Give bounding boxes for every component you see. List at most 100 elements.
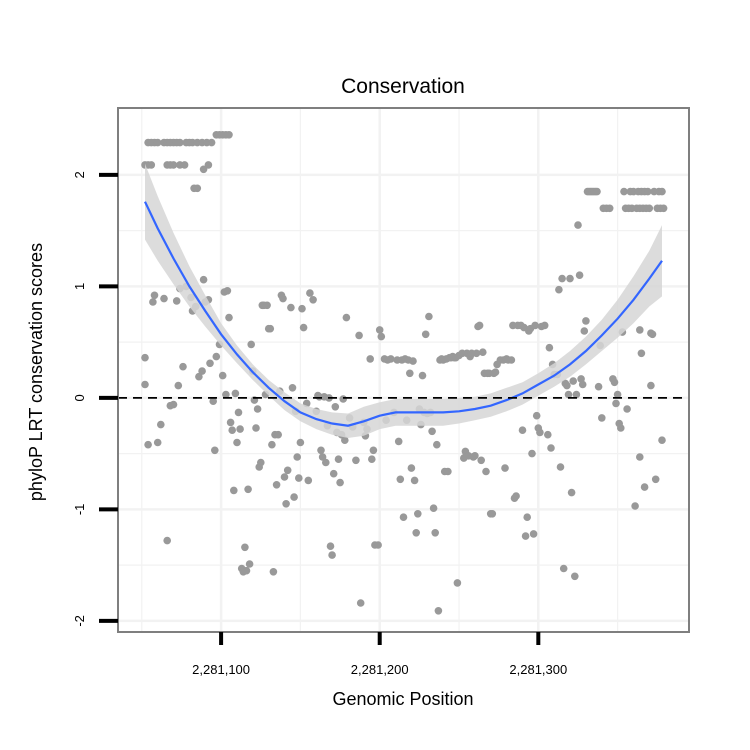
data-point	[342, 313, 351, 322]
data-point	[453, 579, 462, 587]
data-point	[223, 287, 232, 295]
data-point	[195, 372, 203, 381]
data-point	[304, 476, 313, 485]
data-point	[472, 349, 481, 358]
data-point	[290, 493, 298, 501]
data-point	[206, 359, 214, 368]
data-point	[218, 371, 227, 380]
data-point	[247, 340, 255, 349]
data-point	[612, 399, 620, 408]
data-point	[179, 362, 187, 371]
data-point	[507, 356, 516, 364]
data-point	[366, 355, 375, 363]
data-point	[598, 414, 606, 422]
data-point	[429, 504, 438, 512]
y-tick-label: -1	[72, 504, 87, 516]
plot-panel: 2,281,100 2,281,200 2,281,300 -2 -1 0 1 2	[72, 107, 690, 677]
data-point	[317, 446, 325, 455]
data-point	[328, 551, 336, 559]
data-point	[559, 564, 568, 573]
data-point	[659, 204, 668, 213]
data-point	[172, 297, 181, 305]
data-point	[198, 367, 206, 375]
data-point	[409, 357, 417, 365]
y-tick-label: 0	[72, 394, 87, 401]
chart-title: Conservation	[341, 75, 465, 98]
data-point	[636, 453, 644, 461]
smooth-trend-line	[144, 201, 663, 427]
data-point	[414, 510, 422, 518]
data-point	[610, 378, 619, 387]
data-point	[407, 464, 416, 472]
data-point	[547, 444, 555, 452]
data-point	[387, 355, 395, 363]
data-point	[212, 352, 221, 361]
data-point	[536, 428, 544, 437]
data-point	[211, 446, 219, 455]
data-point	[518, 426, 527, 435]
data-point	[356, 599, 365, 607]
data-point	[174, 381, 183, 390]
data-point	[644, 187, 652, 196]
data-point	[410, 476, 419, 485]
data-point	[636, 326, 644, 334]
data-point	[298, 304, 306, 313]
data-point	[412, 529, 421, 537]
data-point	[339, 395, 348, 403]
data-point	[326, 542, 335, 550]
data-point	[658, 187, 666, 196]
data-point	[331, 403, 340, 411]
data-point	[477, 456, 486, 465]
data-point	[169, 161, 178, 169]
data-point	[532, 411, 541, 420]
data-point	[540, 321, 549, 330]
data-point	[399, 513, 408, 521]
data-point	[230, 486, 238, 495]
data-point	[475, 321, 484, 330]
data-point	[425, 312, 433, 321]
data-point	[406, 369, 414, 378]
data-point	[575, 271, 584, 280]
data-point	[651, 475, 660, 484]
y-tick-label: 2	[72, 171, 87, 178]
data-point	[556, 463, 565, 471]
data-point	[377, 332, 386, 341]
data-point	[207, 138, 216, 147]
data-point	[369, 446, 378, 455]
data-point	[488, 510, 497, 518]
data-point	[180, 161, 189, 169]
data-point	[613, 390, 622, 399]
data-point	[272, 481, 281, 489]
data-point	[288, 384, 297, 392]
data-point	[431, 529, 440, 537]
data-point	[648, 330, 657, 339]
data-point	[269, 568, 278, 576]
data-point	[334, 455, 343, 464]
data-point	[252, 424, 260, 432]
data-point	[572, 390, 581, 399]
data-point	[153, 438, 162, 447]
x-tick-label: 2,281,100	[192, 662, 250, 677]
data-point	[368, 455, 376, 464]
data-point	[287, 303, 295, 312]
data-point	[236, 425, 244, 433]
data-point	[394, 437, 403, 446]
data-point	[647, 381, 655, 390]
data-point	[231, 389, 240, 398]
data-point	[594, 382, 603, 391]
data-point	[226, 418, 235, 427]
data-point	[631, 502, 639, 510]
data-point	[605, 204, 614, 213]
data-point	[241, 543, 249, 552]
data-point	[279, 294, 287, 303]
data-point	[282, 500, 290, 508]
data-point	[257, 458, 265, 467]
data-point	[153, 138, 162, 147]
data-point	[523, 513, 531, 521]
data-point	[569, 377, 577, 385]
data-point	[479, 348, 487, 357]
data-point	[309, 296, 317, 304]
data-point	[620, 187, 628, 196]
data-point	[163, 536, 171, 545]
